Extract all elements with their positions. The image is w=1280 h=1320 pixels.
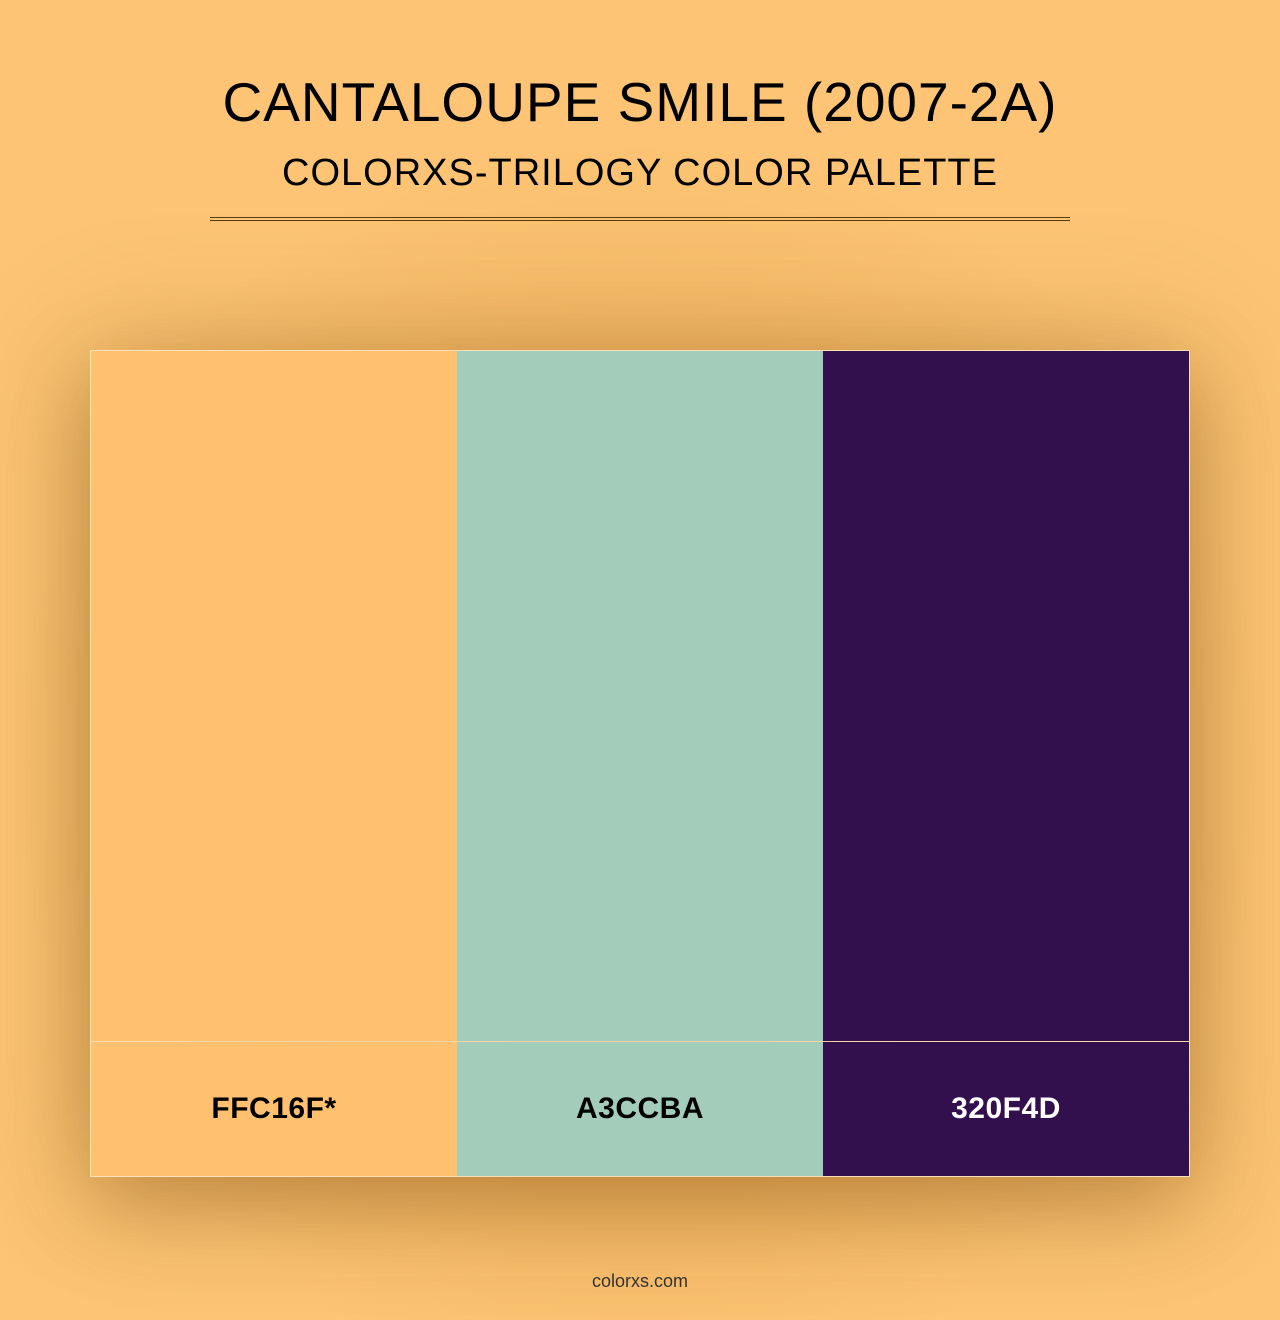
swatch-1 [91, 351, 457, 1041]
header-divider [210, 217, 1070, 221]
label-row: FFC16F* A3CCBA 320F4D [91, 1041, 1189, 1176]
palette-card: FFC16F* A3CCBA 320F4D [90, 350, 1190, 1177]
footer-credit: colorxs.com [0, 1271, 1280, 1292]
swatch-3-label: 320F4D [823, 1042, 1189, 1176]
palette-subtitle: COLORXS-TRILOGY COLOR PALETTE [0, 152, 1280, 195]
palette-title: CANTALOUPE SMILE (2007-2A) [0, 70, 1280, 134]
swatch-3 [823, 351, 1189, 1041]
swatch-2 [457, 351, 823, 1041]
swatch-row [91, 351, 1189, 1041]
swatch-1-label: FFC16F* [91, 1042, 457, 1176]
swatch-2-label: A3CCBA [457, 1042, 823, 1176]
